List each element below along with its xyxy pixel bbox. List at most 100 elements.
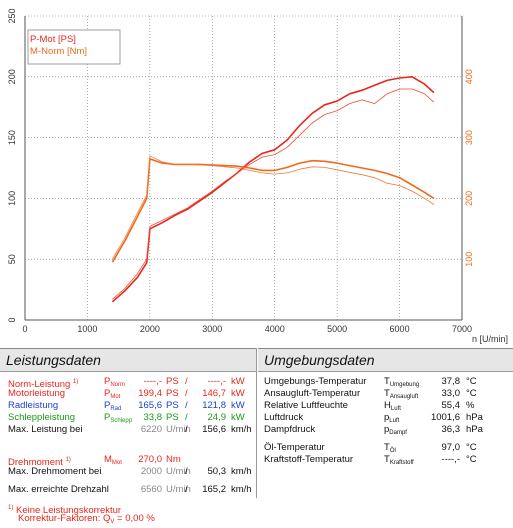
leistung-value-2: 146,7 bbox=[202, 388, 226, 399]
umgebung-row: Ansaugluft-Temperatur TAnsaugluft 33,0 °C bbox=[258, 388, 513, 400]
x-axis-label: n [U/min] bbox=[472, 334, 508, 344]
y-tick-label-left: 100 bbox=[7, 191, 17, 206]
leistung-value-1: ----,- bbox=[143, 376, 162, 387]
leistung-unit-1: U/min bbox=[166, 484, 191, 495]
leistung-slash: / bbox=[185, 412, 188, 423]
leistung-value-2: 24,9 bbox=[207, 412, 227, 423]
y-tick-label-right: 300 bbox=[464, 130, 474, 145]
leistung-value-1: 270,0 bbox=[138, 454, 162, 465]
umgebung-label: Dampfdruck bbox=[264, 424, 316, 435]
leistung-unit-2: km/h bbox=[231, 424, 252, 435]
umgebung-label: Öl-Temperatur bbox=[264, 442, 325, 453]
x-tick-label: 3000 bbox=[202, 324, 222, 334]
leistung-unit-1: U/min bbox=[166, 424, 191, 435]
umgebung-value: 36,3 bbox=[441, 424, 461, 435]
umgebung-symbol: pDampf bbox=[384, 424, 407, 436]
x-tick-label: 7000 bbox=[452, 324, 472, 334]
x-tick-label: 6000 bbox=[390, 324, 410, 334]
umgebung-label: Kraftstoff-Temperatur bbox=[264, 454, 354, 465]
leistung-unit-1: U/min bbox=[166, 466, 191, 477]
umgebung-symbol: TKraftstoff bbox=[384, 454, 414, 466]
leistung-slash: / bbox=[185, 424, 188, 435]
leistung-label: Drehmoment 1) bbox=[8, 457, 71, 469]
leistung-row: Drehmoment 1) MMot 270,0 Nm bbox=[0, 454, 256, 469]
umgebung-row: Öl-Temperatur TÖl 97,0 °C bbox=[258, 442, 513, 454]
umgebung-label: Ansaugluft-Temperatur bbox=[264, 388, 361, 399]
umgebung-row: Dampfdruck pDampf 36,3 hPa bbox=[258, 424, 513, 436]
leistung-value-1: 33,8 bbox=[143, 412, 163, 423]
legend-box bbox=[27, 29, 121, 65]
leistung-row: Schleppleistung PSchlepp 33,8 PS / 24,9 kW bbox=[0, 412, 256, 424]
leistung-value-2: 121,8 bbox=[202, 400, 226, 411]
panel-divider bbox=[256, 348, 257, 498]
leistung-value-1: 2000 bbox=[140, 466, 162, 477]
umgebung-symbol: TÖl bbox=[384, 442, 396, 454]
x-tick-label: 0 bbox=[22, 324, 27, 334]
leistung-row: Max. Leistung bei 6220 U/min/ 156,6 km/h bbox=[0, 424, 256, 436]
y-tick-label-left: 50 bbox=[7, 254, 17, 264]
umgebung-symbol: HLuft bbox=[384, 400, 401, 412]
leistung-label: Motorleistung bbox=[8, 388, 66, 399]
leistung-symbol: PSchlepp bbox=[104, 412, 133, 424]
leistung-slash: / bbox=[185, 376, 188, 387]
umgebung-label: Luftdruck bbox=[264, 412, 304, 423]
leistung-value-2: 156,6 bbox=[202, 424, 226, 435]
leistung-symbol: PMot bbox=[104, 388, 121, 400]
umgebungsdaten-title: Umgebungsdaten bbox=[258, 349, 513, 372]
chart-grid bbox=[25, 15, 463, 320]
legend-entry-mnorm: M-Norm [Nm] bbox=[30, 46, 87, 57]
leistung-symbol: PNorm bbox=[104, 376, 126, 388]
leistung-value-1: 199,4 bbox=[138, 388, 162, 399]
leistungsdaten-title: Leistungsdaten bbox=[0, 349, 256, 372]
chart-legend: P-Mot [PS]M-Norm [Nm] bbox=[27, 29, 121, 65]
leistung-row: Norm-Leistung 1) PNorm ----,- PS / ----,- kW bbox=[0, 376, 256, 391]
umgebung-value: 97,0 bbox=[441, 442, 461, 453]
y-tick-label-left: 200 bbox=[7, 69, 17, 84]
leistung-unit-2: kW bbox=[231, 388, 245, 399]
x-tick-label: 4000 bbox=[265, 324, 285, 334]
leistung-symbol: PRad bbox=[104, 400, 122, 412]
x-tick-label: 1000 bbox=[77, 324, 97, 334]
umgebung-unit: hPa bbox=[466, 424, 483, 435]
umgebung-unit: % bbox=[466, 400, 475, 411]
leistung-value-1: 6560 bbox=[140, 484, 162, 495]
leistung-unit-1: PS bbox=[166, 388, 179, 399]
leistung-unit-1: Nm bbox=[166, 454, 181, 465]
leistung-row: Radleistung PRad 165,6 PS / 121,8 kW bbox=[0, 400, 256, 412]
leistung-value-2: 50,3 bbox=[207, 466, 227, 477]
leistung-unit-1: PS bbox=[166, 412, 179, 423]
umgebung-row: Luftdruck pLuft 1001,6 hPa bbox=[258, 412, 513, 424]
y-tick-label-right: 400 bbox=[464, 69, 474, 84]
leistung-row: Max. erreichte Drehzahl 6560 U/min/ 165,2 km… bbox=[0, 484, 256, 496]
leistung-label: Max. Leistung bei bbox=[8, 424, 83, 435]
leistung-label: Schleppleistung bbox=[8, 412, 76, 423]
y-tick-label-left: 0 bbox=[7, 317, 17, 322]
umgebung-symbol: TAnsaugluft bbox=[384, 388, 419, 400]
leistung-slash: / bbox=[185, 466, 188, 477]
y-tick-label-right: 200 bbox=[464, 191, 474, 206]
leistung-row: Motorleistung PMot 199,4 PS / 146,7 kW bbox=[0, 388, 256, 400]
leistung-label: Norm-Leistung 1) bbox=[8, 379, 79, 391]
footnote-text-2: Korrektur-Faktoren: QV = 0,00 % bbox=[18, 513, 155, 525]
umgebung-value: 33,0 bbox=[441, 388, 461, 399]
umgebung-unit: °C bbox=[466, 454, 477, 465]
leistung-label: Max. Drehmoment bei bbox=[8, 466, 102, 477]
footnote-line-2: Korrektur-Faktoren: QV = 0,00 % bbox=[0, 513, 256, 525]
series-line bbox=[111, 76, 435, 303]
umgebung-unit: °C bbox=[466, 388, 477, 399]
leistung-symbol: MMot bbox=[104, 454, 122, 466]
series-line bbox=[112, 155, 435, 260]
umgebung-label: Relative Luftfeuchte bbox=[264, 400, 348, 411]
umgebung-value: ----,- bbox=[441, 454, 460, 465]
chart-series bbox=[111, 76, 435, 303]
leistung-label: Max. erreichte Drehzahl bbox=[8, 484, 109, 495]
leistung-slash: / bbox=[185, 388, 188, 399]
leistung-label: Radleistung bbox=[8, 400, 59, 411]
umgebung-value: 1001,6 bbox=[430, 412, 460, 423]
umgebung-unit: °C bbox=[466, 376, 477, 387]
leistung-unit-2: kW bbox=[231, 400, 245, 411]
x-tick-label: 2000 bbox=[140, 324, 160, 334]
umgebung-row: Umgebungs-Temperatur TUmgebung 37,8 °C bbox=[258, 376, 513, 388]
leistung-value-2: ----,- bbox=[207, 376, 226, 387]
